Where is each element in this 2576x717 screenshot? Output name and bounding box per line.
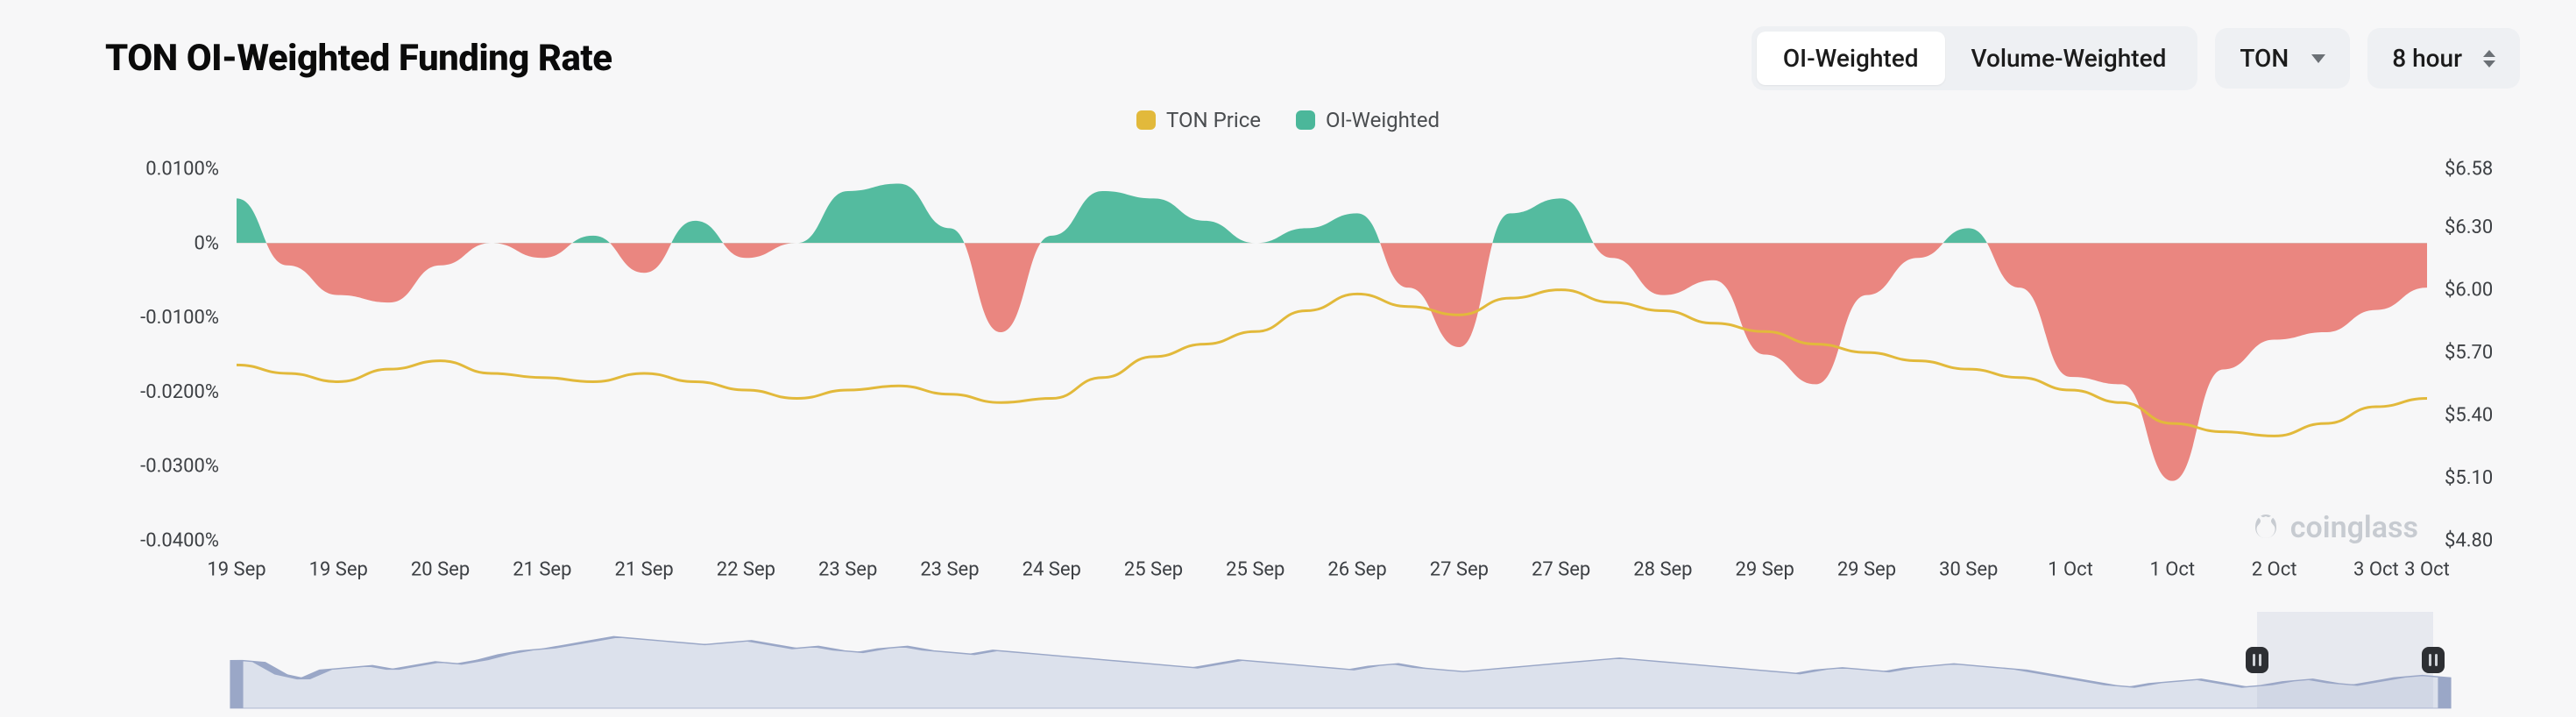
svg-text:$6.58: $6.58 [2445, 159, 2493, 181]
svg-text:27 Sep: 27 Sep [1430, 559, 1489, 581]
interval-select[interactable]: 8 hour [2367, 28, 2520, 89]
tab-volume-weighted[interactable]: Volume-Weighted [1945, 32, 2193, 85]
stepper-icon [2483, 50, 2495, 67]
svg-text:19 Sep: 19 Sep [207, 559, 265, 581]
svg-text:26 Sep: 26 Sep [1327, 559, 1386, 581]
symbol-select-value: TON [2240, 44, 2289, 73]
svg-text:3 Oct: 3 Oct [2353, 559, 2399, 581]
svg-text:27 Sep: 27 Sep [1532, 559, 1590, 581]
svg-text:30 Sep: 30 Sep [1939, 559, 1998, 581]
svg-text:$5.40: $5.40 [2445, 405, 2493, 427]
svg-text:29 Sep: 29 Sep [1837, 559, 1896, 581]
tab-oi-weighted[interactable]: OI-Weighted [1757, 32, 1945, 85]
svg-text:0%: 0% [195, 232, 219, 254]
navigator-selection[interactable] [2257, 612, 2434, 708]
svg-text:-0.0200%: -0.0200% [140, 381, 219, 403]
svg-text:21 Sep: 21 Sep [614, 559, 673, 581]
chart-card: TON OI-Weighted Funding Rate OI-Weighted… [0, 0, 2576, 717]
svg-text:23 Sep: 23 Sep [818, 559, 877, 581]
svg-text:$5.10: $5.10 [2445, 467, 2493, 489]
svg-text:22 Sep: 22 Sep [717, 559, 775, 581]
page-title: TON OI-Weighted Funding Rate [105, 37, 612, 80]
legend-label: TON Price [1166, 108, 1261, 132]
navigator[interactable] [237, 612, 2445, 708]
svg-text:3 Oct: 3 Oct [2404, 559, 2450, 581]
svg-text:21 Sep: 21 Sep [513, 559, 571, 581]
legend-item[interactable]: TON Price [1136, 108, 1261, 132]
svg-text:$6.00: $6.00 [2445, 280, 2493, 302]
legend-item[interactable]: OI-Weighted [1296, 108, 1440, 132]
weighting-segmented: OI-WeightedVolume-Weighted [1752, 26, 2197, 90]
header-row: TON OI-Weighted Funding Rate OI-Weighted… [53, 18, 2523, 108]
svg-text:29 Sep: 29 Sep [1736, 559, 1794, 581]
svg-text:$6.30: $6.30 [2445, 217, 2493, 238]
svg-text:$5.70: $5.70 [2445, 342, 2493, 364]
svg-text:25 Sep: 25 Sep [1226, 559, 1284, 581]
svg-text:24 Sep: 24 Sep [1023, 559, 1081, 581]
svg-text:20 Sep: 20 Sep [411, 559, 470, 581]
navigator-svg [237, 612, 2445, 708]
symbol-select[interactable]: TON [2215, 28, 2350, 89]
navigator-handle-left[interactable] [2246, 647, 2268, 673]
svg-text:0.0100%: 0.0100% [145, 159, 219, 181]
svg-text:25 Sep: 25 Sep [1124, 559, 1183, 581]
chart-area: 0.0100% 0% -0.0100% -0.0200% -0.0300% -0.0400… [53, 141, 2523, 708]
interval-select-value: 8 hour [2392, 44, 2462, 73]
navigator-handle-right[interactable] [2422, 647, 2445, 673]
svg-text:1 Oct: 1 Oct [2149, 559, 2195, 581]
svg-text:19 Sep: 19 Sep [309, 559, 368, 581]
main-chart-svg: 0.0100% 0% -0.0100% -0.0200% -0.0300% -0.0400… [53, 141, 2523, 607]
chevron-down-icon [2311, 54, 2325, 63]
svg-text:1 Oct: 1 Oct [2048, 559, 2093, 581]
legend-label: OI-Weighted [1326, 108, 1440, 132]
svg-text:2 Oct: 2 Oct [2252, 559, 2297, 581]
svg-text:-0.0400%: -0.0400% [140, 530, 219, 552]
controls: OI-WeightedVolume-Weighted TON 8 hour [1752, 26, 2520, 90]
svg-text:$4.80: $4.80 [2445, 530, 2493, 552]
svg-text:23 Sep: 23 Sep [920, 559, 979, 581]
main-chart[interactable]: 0.0100% 0% -0.0100% -0.0200% -0.0300% -0.0400… [53, 141, 2523, 607]
svg-text:-0.0300%: -0.0300% [140, 456, 219, 478]
svg-text:28 Sep: 28 Sep [1633, 559, 1692, 581]
legend-swatch [1136, 110, 1156, 130]
legend: TON Price OI-Weighted [53, 108, 2523, 141]
legend-swatch [1296, 110, 1315, 130]
svg-text:-0.0100%: -0.0100% [140, 307, 219, 329]
